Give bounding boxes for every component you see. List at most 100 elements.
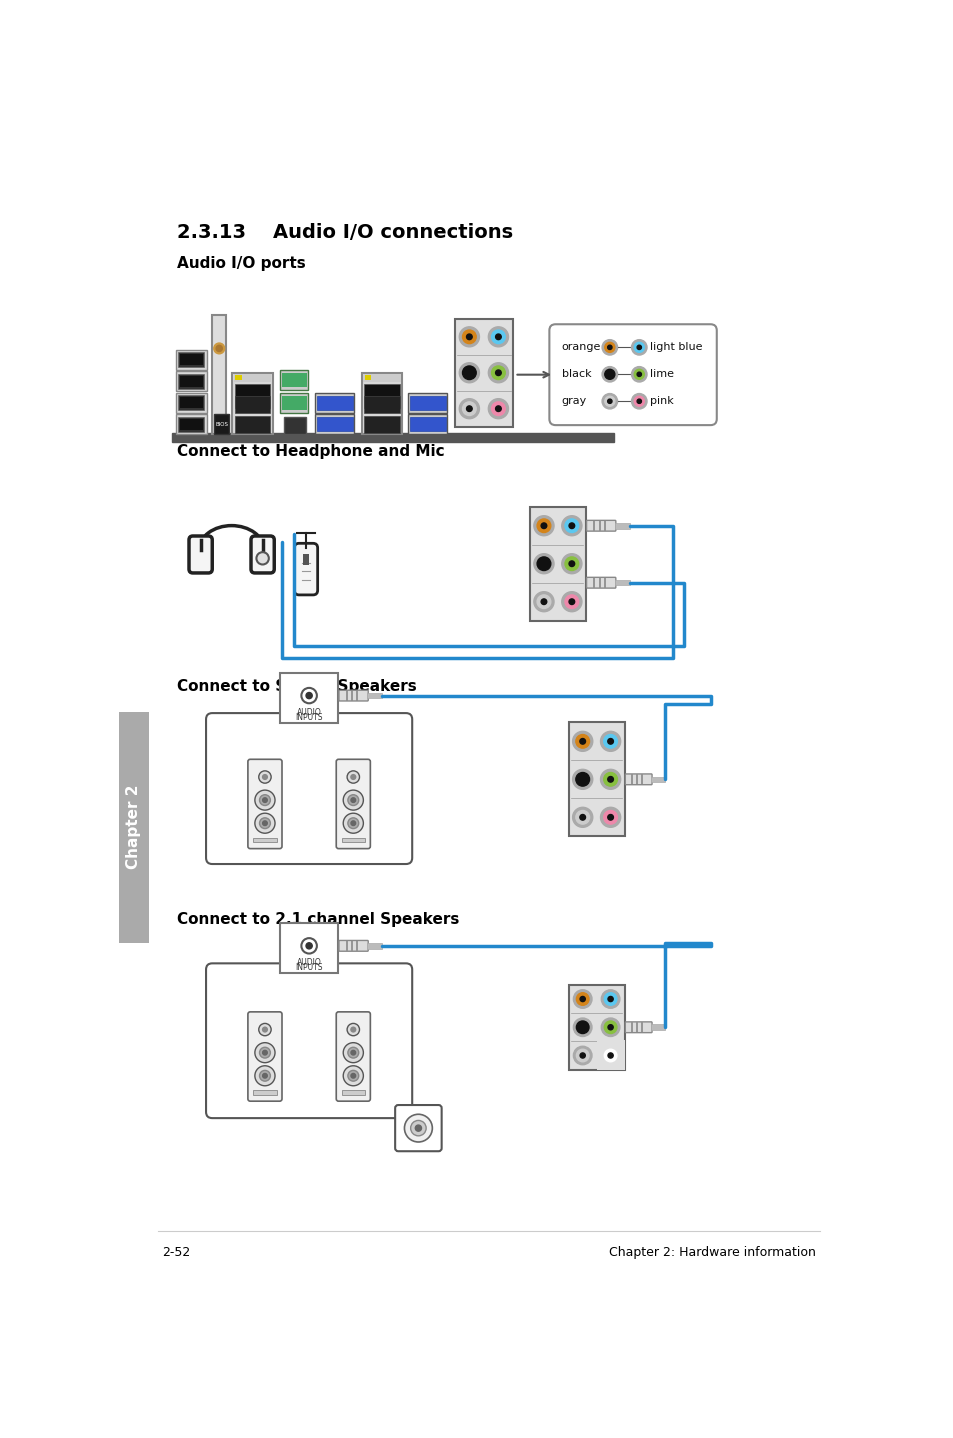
Text: INPUTS: INPUTS xyxy=(295,713,322,722)
FancyBboxPatch shape xyxy=(280,673,337,723)
Bar xyxy=(175,414,207,434)
Circle shape xyxy=(306,693,312,699)
Circle shape xyxy=(601,394,617,408)
Circle shape xyxy=(259,818,270,828)
Bar xyxy=(178,395,204,410)
Circle shape xyxy=(599,769,620,789)
FancyBboxPatch shape xyxy=(395,1104,441,1152)
Circle shape xyxy=(579,814,585,820)
Circle shape xyxy=(254,789,274,810)
Circle shape xyxy=(259,1047,270,1058)
Bar xyxy=(179,418,203,430)
Bar xyxy=(178,417,204,431)
Circle shape xyxy=(579,1053,585,1058)
FancyBboxPatch shape xyxy=(549,324,716,426)
Circle shape xyxy=(462,401,476,416)
Circle shape xyxy=(599,807,620,827)
Text: Connect to 2.1 channel Speakers: Connect to 2.1 channel Speakers xyxy=(177,912,459,928)
FancyBboxPatch shape xyxy=(624,774,652,785)
Bar xyxy=(364,416,399,433)
Bar xyxy=(212,315,226,434)
Circle shape xyxy=(600,989,619,1008)
Text: lime: lime xyxy=(649,370,674,380)
Text: light blue: light blue xyxy=(649,342,702,352)
Circle shape xyxy=(604,397,615,407)
Circle shape xyxy=(637,372,640,377)
Circle shape xyxy=(347,771,359,784)
Circle shape xyxy=(572,732,592,751)
Circle shape xyxy=(603,1050,617,1061)
FancyBboxPatch shape xyxy=(189,536,212,572)
Circle shape xyxy=(351,1050,355,1055)
Circle shape xyxy=(262,1073,267,1078)
Circle shape xyxy=(576,772,589,787)
Circle shape xyxy=(576,735,589,748)
Circle shape xyxy=(351,798,355,802)
Circle shape xyxy=(348,1070,358,1081)
Bar xyxy=(175,371,207,391)
Bar xyxy=(213,414,229,434)
Text: BIOS: BIOS xyxy=(214,421,228,427)
Bar xyxy=(175,349,207,370)
Bar xyxy=(179,375,203,387)
FancyBboxPatch shape xyxy=(206,963,412,1119)
Circle shape xyxy=(306,943,312,949)
Bar xyxy=(363,374,400,383)
FancyBboxPatch shape xyxy=(568,985,624,1070)
Circle shape xyxy=(561,516,581,536)
Circle shape xyxy=(534,591,554,611)
Circle shape xyxy=(348,818,358,828)
Circle shape xyxy=(350,774,356,779)
Circle shape xyxy=(599,732,620,751)
Bar xyxy=(179,354,203,365)
Circle shape xyxy=(410,1120,426,1136)
Bar xyxy=(408,414,447,434)
Circle shape xyxy=(495,406,500,411)
FancyBboxPatch shape xyxy=(119,712,149,942)
Circle shape xyxy=(534,554,554,574)
Circle shape xyxy=(466,370,472,375)
FancyBboxPatch shape xyxy=(248,759,282,848)
Bar xyxy=(410,395,445,410)
Circle shape xyxy=(603,1021,617,1034)
Bar xyxy=(341,1090,365,1094)
Circle shape xyxy=(348,795,358,805)
Circle shape xyxy=(488,362,508,383)
Circle shape xyxy=(262,1050,267,1055)
Bar xyxy=(234,384,270,408)
Circle shape xyxy=(540,598,546,604)
Circle shape xyxy=(576,1050,588,1061)
Circle shape xyxy=(607,1053,613,1058)
Bar xyxy=(172,433,613,441)
Bar xyxy=(315,414,354,434)
Circle shape xyxy=(634,342,643,352)
Circle shape xyxy=(564,519,578,532)
Circle shape xyxy=(462,329,476,344)
Bar xyxy=(235,375,241,381)
Circle shape xyxy=(495,370,500,375)
Circle shape xyxy=(261,774,268,779)
Circle shape xyxy=(351,821,355,825)
Circle shape xyxy=(607,814,613,820)
Bar xyxy=(280,393,308,413)
Circle shape xyxy=(404,1114,432,1142)
Circle shape xyxy=(462,365,476,380)
Circle shape xyxy=(261,1027,268,1032)
Circle shape xyxy=(573,1018,592,1037)
Bar xyxy=(651,1024,664,1030)
Circle shape xyxy=(634,397,643,407)
Bar xyxy=(316,417,353,431)
Bar xyxy=(233,374,271,383)
FancyBboxPatch shape xyxy=(335,1012,370,1102)
Bar xyxy=(364,395,399,413)
Circle shape xyxy=(351,1073,355,1078)
Circle shape xyxy=(254,814,274,833)
Bar xyxy=(341,838,365,843)
Circle shape xyxy=(631,339,646,355)
Text: gray: gray xyxy=(561,397,586,407)
Circle shape xyxy=(458,398,479,418)
Text: pink: pink xyxy=(649,397,673,407)
Circle shape xyxy=(564,557,578,571)
Bar xyxy=(615,523,629,529)
Bar xyxy=(367,693,382,699)
